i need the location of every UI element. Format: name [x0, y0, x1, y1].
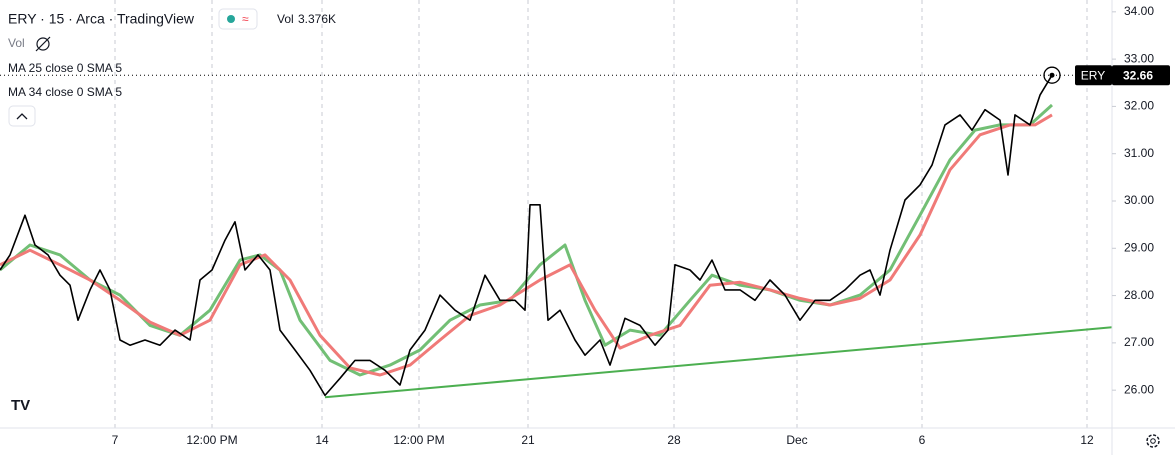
x-tick-label: 7 — [112, 433, 119, 447]
x-tick-label: 14 — [315, 433, 329, 447]
tv-logo: TV — [8, 390, 38, 420]
y-tick-label: 26.00 — [1124, 382, 1154, 396]
trend-line — [324, 326, 1113, 399]
y-tick-label: 33.00 — [1124, 51, 1154, 65]
x-tick-label: 12 — [1080, 433, 1094, 447]
symbol-tag-label: ERY — [1081, 68, 1105, 82]
x-tick-label: Dec — [786, 433, 807, 447]
price-line — [0, 74, 1053, 397]
chart-title: ERY · 15 · Arca · TradingView — [8, 11, 195, 27]
volume-value: 3.376K — [298, 12, 336, 26]
price-tag — [1112, 65, 1170, 86]
x-tick-label: 12:00 PM — [393, 433, 444, 447]
x-tick-label: 28 — [667, 433, 681, 447]
hide-icon[interactable] — [35, 36, 51, 52]
ma-line — [0, 103, 1054, 377]
indicator-legend: MA 34 close 0 SMA 5 — [8, 85, 122, 99]
x-tick-label: 6 — [919, 433, 926, 447]
x-tick-label: 12:00 PM — [186, 433, 237, 447]
status-dot — [227, 15, 235, 23]
plot — [0, 66, 1113, 399]
collapse-button[interactable] — [8, 105, 36, 127]
symbol-tag — [1075, 65, 1112, 86]
volume-legend: Vol — [8, 36, 25, 50]
settings-icon[interactable] — [1146, 434, 1160, 448]
y-tick-label: 34.00 — [1124, 4, 1154, 18]
y-tick-label: 32.00 — [1124, 99, 1154, 113]
x-tick-label: 21 — [521, 433, 535, 447]
y-tick-label: 27.00 — [1124, 335, 1154, 349]
ma-line — [0, 113, 1053, 377]
y-tick-label: 30.00 — [1124, 193, 1154, 207]
indicator-legend: MA 25 close 0 SMA 5 — [8, 61, 122, 75]
volume-title: Vol — [277, 12, 294, 26]
price-tag-label: 32.66 — [1123, 68, 1153, 82]
status-badge[interactable] — [218, 8, 258, 30]
svg-text:TV: TV — [11, 397, 30, 414]
y-tick-label: 29.00 — [1124, 240, 1154, 254]
y-tick-label: 28.00 — [1124, 288, 1154, 302]
status-icon: ≈ — [242, 12, 249, 26]
y-tick-label: 31.00 — [1124, 146, 1154, 160]
axes: 7 12:00 PM 14 12:00 PM 21 28 Dec 6 12 26.00 27.00 2… — [0, 4, 1170, 447]
